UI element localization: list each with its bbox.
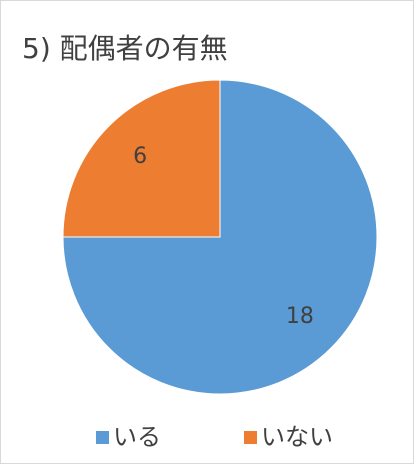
legend-swatch bbox=[96, 431, 109, 444]
pie-slice bbox=[62, 79, 378, 395]
legend-label: いる bbox=[113, 423, 161, 451]
data-label: 18 bbox=[286, 304, 314, 329]
legend-swatch bbox=[244, 431, 257, 444]
legend-label: いない bbox=[261, 423, 333, 451]
pie-slice bbox=[62, 79, 221, 238]
data-label: 6 bbox=[133, 144, 147, 169]
chart-title: 5) 配偶者の有無 bbox=[22, 32, 228, 65]
